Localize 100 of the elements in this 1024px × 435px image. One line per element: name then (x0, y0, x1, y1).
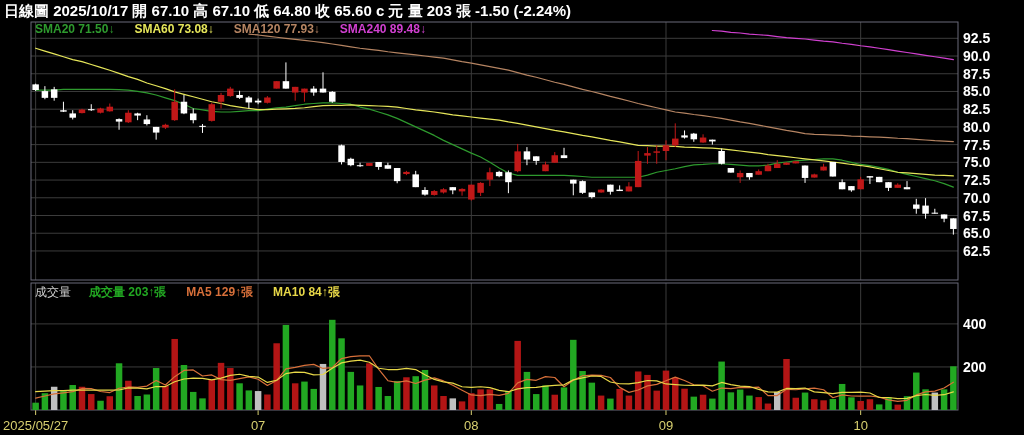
line-series (711, 29, 954, 61)
y-tick-label: 400 (963, 315, 987, 332)
bar (375, 386, 382, 410)
bar (616, 388, 623, 410)
bar (542, 385, 549, 410)
bar (505, 391, 512, 410)
bar (412, 376, 419, 410)
bar (254, 391, 262, 410)
bar (458, 401, 466, 410)
bar (514, 340, 521, 410)
bar (653, 390, 660, 410)
bar (134, 396, 141, 410)
bar (913, 372, 920, 410)
text: SMA240 89.48↓ (339, 22, 426, 36)
x-tick-label: 07 (250, 418, 266, 433)
bar (384, 396, 392, 410)
y-tick-label: 87.5 (963, 65, 991, 82)
bar (32, 402, 39, 410)
bar (88, 394, 95, 410)
bar (866, 399, 874, 410)
bar (848, 397, 855, 410)
bar (950, 366, 957, 410)
bar (736, 389, 744, 410)
y-tick-label: 92.5 (963, 30, 991, 47)
y-tick-label: 80.0 (963, 118, 991, 135)
y-tick-label: 200 (963, 358, 987, 375)
bar (273, 343, 280, 410)
bar (644, 374, 651, 410)
bar (718, 361, 725, 410)
text: SMA20 71.50↓ (35, 22, 115, 36)
line-series (248, 33, 954, 143)
bar (532, 394, 540, 410)
bar (672, 377, 679, 410)
line-series (35, 47, 954, 177)
bar (329, 319, 336, 410)
bar (875, 404, 883, 410)
bar (690, 396, 698, 410)
bar (792, 397, 800, 410)
y-tick-label: 70.0 (963, 189, 991, 206)
bar (403, 377, 410, 410)
bar (681, 388, 688, 410)
bar (125, 380, 132, 410)
bar (709, 398, 716, 410)
x-tick-label: 10 (853, 418, 868, 433)
bar (486, 389, 494, 410)
bar (236, 383, 243, 410)
bar (189, 391, 197, 410)
bar (199, 398, 206, 410)
chart-title: 日線圖 2025/10/17 開 67.10 高 67.10 低 64.80 收 65.60 c 元 量 203 張 -1.50 (-2.24%) (4, 2, 571, 19)
bar (811, 399, 818, 410)
bar (588, 382, 596, 410)
y-tick-label: 67.5 (963, 207, 991, 224)
bar (366, 363, 373, 410)
x-tick-label: 2025/05/27 (3, 418, 69, 433)
bar (699, 394, 707, 410)
bar (106, 396, 114, 410)
bar (570, 339, 577, 410)
bar (820, 400, 827, 410)
bar (356, 385, 364, 410)
bar (301, 381, 308, 410)
text: MA10 84↑張 (273, 285, 341, 299)
bar (755, 397, 762, 410)
bar (727, 392, 735, 410)
bar (857, 400, 864, 410)
bar (801, 392, 809, 410)
y-tick-label: 65.0 (963, 225, 991, 242)
bar (69, 385, 76, 410)
y-tick-label: 90.0 (963, 48, 991, 65)
bar (431, 385, 438, 410)
chart-title: 成交量 (35, 285, 71, 299)
text: 成交量 203↑張 (88, 285, 168, 299)
bar (477, 389, 484, 410)
bar (449, 398, 457, 410)
bar (338, 338, 345, 410)
y-tick-label: 62.5 (963, 242, 991, 259)
bar (495, 403, 503, 410)
bar (607, 398, 614, 410)
bar (783, 358, 790, 410)
x-tick-label: 09 (658, 418, 674, 433)
bar (440, 396, 447, 410)
bar (208, 379, 216, 410)
x-tick-label: 08 (464, 418, 479, 433)
bar (264, 394, 271, 410)
bar (829, 399, 837, 410)
y-tick-label: 72.5 (963, 172, 991, 189)
bar (162, 385, 169, 410)
series-label: SMA120 77.93↓ (233, 22, 320, 36)
bar (347, 371, 355, 410)
y-tick-label: 85.0 (963, 83, 991, 100)
bar (579, 371, 586, 410)
text: SMA60 73.08↓ (134, 22, 214, 36)
bar (746, 395, 753, 410)
bar (227, 368, 234, 410)
bar (171, 338, 178, 410)
bar (551, 394, 558, 410)
bar (60, 391, 67, 410)
bar (245, 390, 253, 410)
bar (291, 383, 299, 410)
bar (560, 387, 568, 410)
y-tick-label: 77.5 (963, 136, 991, 153)
